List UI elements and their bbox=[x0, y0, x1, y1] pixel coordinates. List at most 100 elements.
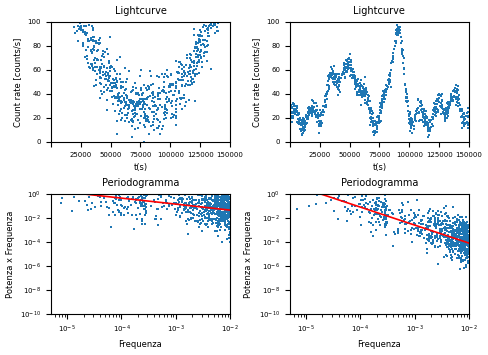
Point bbox=[287, 110, 295, 116]
Point bbox=[162, 197, 170, 203]
Point bbox=[349, 74, 357, 80]
Point bbox=[53, 19, 61, 25]
Point bbox=[375, 118, 383, 124]
Point bbox=[209, 19, 217, 25]
Point bbox=[225, 204, 233, 210]
Point bbox=[204, 180, 212, 186]
Point bbox=[197, 56, 205, 61]
Point bbox=[215, 189, 223, 195]
Point bbox=[61, 19, 69, 25]
Point bbox=[172, 58, 180, 64]
Point bbox=[387, 211, 395, 216]
Point bbox=[445, 110, 452, 116]
Point bbox=[129, 195, 137, 200]
Point bbox=[322, 102, 330, 108]
Point bbox=[120, 190, 128, 195]
Point bbox=[74, 19, 81, 25]
Point bbox=[114, 91, 122, 97]
Point bbox=[296, 117, 304, 123]
Point bbox=[458, 239, 466, 244]
Point bbox=[105, 60, 113, 65]
Point bbox=[434, 236, 442, 242]
Point bbox=[317, 112, 325, 118]
Point bbox=[89, 25, 97, 31]
Point bbox=[465, 245, 472, 251]
Point bbox=[461, 239, 469, 244]
Point bbox=[133, 102, 141, 108]
Point bbox=[377, 108, 385, 114]
Point bbox=[310, 108, 318, 114]
Point bbox=[187, 65, 195, 70]
Point bbox=[381, 204, 388, 210]
Point bbox=[429, 237, 437, 243]
Point bbox=[222, 19, 230, 25]
Point bbox=[354, 81, 362, 87]
Point bbox=[207, 210, 215, 216]
Point bbox=[447, 99, 454, 105]
Point bbox=[221, 207, 228, 212]
Point bbox=[204, 33, 212, 39]
Point bbox=[447, 225, 454, 231]
Point bbox=[66, 19, 74, 25]
Point bbox=[202, 20, 209, 25]
Point bbox=[188, 76, 196, 82]
Point bbox=[188, 198, 196, 204]
Point bbox=[207, 197, 215, 202]
Point bbox=[448, 233, 456, 239]
Point bbox=[334, 84, 342, 90]
Point bbox=[79, 40, 87, 46]
Point bbox=[64, 19, 72, 25]
Point bbox=[456, 222, 464, 228]
Point bbox=[352, 77, 360, 82]
Point bbox=[403, 95, 411, 101]
Point bbox=[311, 184, 319, 190]
Point bbox=[403, 94, 410, 99]
Point bbox=[216, 203, 224, 209]
Point bbox=[87, 206, 95, 212]
Point bbox=[47, 19, 55, 25]
Point bbox=[369, 233, 377, 239]
Point bbox=[445, 230, 453, 235]
Point bbox=[425, 218, 432, 224]
Point bbox=[365, 106, 373, 112]
Point bbox=[226, 222, 234, 227]
Point bbox=[462, 234, 470, 240]
Point bbox=[382, 92, 390, 98]
Point bbox=[202, 204, 210, 209]
Point bbox=[389, 243, 397, 249]
Point bbox=[107, 179, 115, 185]
Point bbox=[167, 82, 175, 87]
Point bbox=[364, 99, 371, 105]
Point bbox=[218, 192, 226, 198]
Point bbox=[324, 88, 331, 94]
Point bbox=[140, 82, 148, 87]
Point bbox=[421, 117, 428, 123]
Point bbox=[60, 19, 67, 25]
Point bbox=[455, 243, 463, 249]
Point bbox=[195, 57, 203, 62]
Point bbox=[222, 214, 229, 219]
Point bbox=[406, 109, 414, 115]
Point bbox=[358, 94, 366, 99]
Point bbox=[218, 188, 226, 194]
Title: Lightcurve: Lightcurve bbox=[115, 6, 166, 16]
Point bbox=[224, 202, 231, 208]
Point bbox=[187, 210, 195, 215]
Point bbox=[289, 102, 297, 107]
Point bbox=[121, 65, 129, 71]
Point bbox=[446, 224, 453, 229]
Point bbox=[465, 222, 472, 228]
Point bbox=[92, 82, 100, 88]
Point bbox=[446, 250, 454, 255]
Point bbox=[226, 208, 234, 213]
Point bbox=[373, 120, 381, 125]
Point bbox=[408, 118, 416, 123]
Point bbox=[204, 202, 212, 208]
Point bbox=[113, 118, 121, 124]
Point bbox=[307, 112, 315, 118]
Point bbox=[372, 121, 380, 126]
Point bbox=[167, 71, 175, 76]
Point bbox=[136, 179, 144, 185]
Point bbox=[183, 196, 191, 202]
Point bbox=[442, 105, 450, 110]
